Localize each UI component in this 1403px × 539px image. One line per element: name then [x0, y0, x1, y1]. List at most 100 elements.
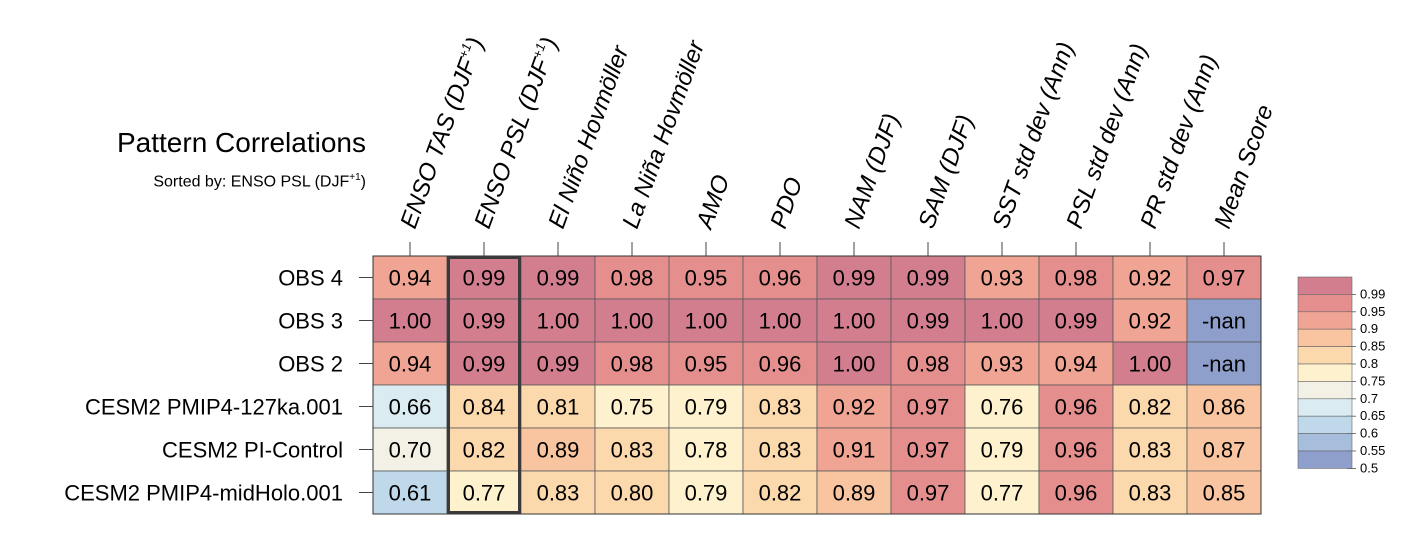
cell-value: 0.93	[981, 352, 1024, 377]
column-label-text: NAM (DJF)	[839, 110, 905, 232]
heatmap-cell	[520, 341, 596, 386]
colorbar-box	[1297, 398, 1353, 417]
colorbar-box	[1297, 328, 1353, 347]
column-label-text: PSL std dev (Ann)	[1061, 40, 1153, 232]
cell-value: 0.85	[1203, 481, 1246, 506]
heatmap-cell	[1186, 341, 1262, 386]
cell-value: 0.83	[1129, 481, 1172, 506]
heatmap-cell	[1038, 255, 1114, 300]
cell-value: 0.98	[611, 352, 654, 377]
heatmap-cell	[742, 298, 818, 343]
cell-value: 1.00	[833, 352, 876, 377]
cell-value: 0.99	[833, 266, 876, 291]
cell-value: 0.82	[1129, 395, 1172, 420]
heatmap-cell	[520, 427, 596, 472]
column-label: SST std dev (Ann)	[987, 39, 1079, 232]
colorbar-label: 0.95	[1360, 304, 1385, 319]
cell-value: 0.86	[1203, 395, 1246, 420]
cell-value: 0.91	[833, 438, 876, 463]
heatmap-cell	[594, 427, 670, 472]
heatmap-cell	[964, 341, 1040, 386]
heatmap-cell	[1038, 298, 1114, 343]
cell-value: 0.99	[463, 266, 506, 291]
cell-value: 0.94	[389, 266, 432, 291]
heatmap-cell	[1038, 341, 1114, 386]
colorbar-label: 0.9	[1360, 321, 1378, 336]
cell-value: 0.97	[907, 481, 950, 506]
cell-value: 0.99	[907, 266, 950, 291]
cell-value: 0.99	[1055, 309, 1098, 334]
column-label: La Niña Hovmöller	[617, 36, 710, 232]
cell-value: 0.83	[611, 438, 654, 463]
row-label: OBS 2	[278, 352, 343, 377]
cell-value: 0.92	[1129, 266, 1172, 291]
colorbar-label: 0.99	[1360, 286, 1385, 301]
cell-value: 0.77	[981, 481, 1024, 506]
heatmap-cell	[446, 341, 522, 386]
colorbar-label: 0.65	[1360, 408, 1385, 423]
heatmap-cell	[816, 341, 892, 386]
column-label-text: La Niña Hovmöller	[617, 36, 710, 232]
cell-value: 0.75	[611, 395, 654, 420]
heatmap-cell	[890, 341, 966, 386]
cell-value: 0.83	[759, 395, 802, 420]
cell-value: 0.89	[833, 481, 876, 506]
row-label: CESM2 PI-Control	[162, 438, 343, 463]
cell-value: 0.92	[833, 395, 876, 420]
cell-value: 0.70	[389, 438, 432, 463]
cell-value: 0.77	[463, 481, 506, 506]
cell-value: 0.96	[1055, 481, 1098, 506]
heatmap-cell	[890, 255, 966, 300]
heatmap-cell	[668, 470, 744, 515]
cell-value: 0.79	[685, 481, 728, 506]
heatmap-cell	[964, 427, 1040, 472]
column-label-text: Mean Score	[1209, 101, 1279, 232]
colorbar-label: 0.5	[1360, 460, 1378, 475]
cell-value: 0.99	[537, 266, 580, 291]
colorbar-box	[1297, 276, 1353, 295]
heatmap-cell	[446, 427, 522, 472]
colorbar-label: 0.85	[1360, 339, 1385, 354]
cell-value: 1.00	[759, 309, 802, 334]
column-label: NAM (DJF)	[839, 110, 905, 232]
colorbar-label: 0.8	[1360, 356, 1378, 371]
cell-value: -nan	[1202, 309, 1246, 334]
cell-value: 0.76	[981, 395, 1024, 420]
cell-value: 0.98	[907, 352, 950, 377]
colorbar-label: 0.75	[1360, 373, 1385, 388]
cell-value: 1.00	[611, 309, 654, 334]
heatmap-cell	[1186, 470, 1262, 515]
column-label-text: SST std dev (Ann)	[987, 39, 1079, 232]
row-label: OBS 3	[278, 309, 343, 334]
cell-value: 0.98	[611, 266, 654, 291]
colorbar-label: 0.7	[1360, 391, 1378, 406]
cell-value: 0.96	[1055, 438, 1098, 463]
cell-value: 0.61	[389, 481, 432, 506]
heatmap-cell	[890, 470, 966, 515]
cell-value: 0.97	[1203, 266, 1246, 291]
heatmap-cell	[372, 298, 448, 343]
column-label-text: El Niño Hovmöller	[543, 41, 634, 232]
cell-value: 1.00	[685, 309, 728, 334]
cell-value: 0.92	[1129, 309, 1172, 334]
column-label: AMO	[691, 171, 736, 233]
cell-value: 0.99	[463, 309, 506, 334]
heatmap-cell	[1186, 427, 1262, 472]
cell-value: 0.99	[463, 352, 506, 377]
colorbar-box	[1297, 363, 1353, 382]
chart-title: Pattern Correlations	[116, 127, 366, 158]
cell-value: 0.78	[685, 438, 728, 463]
cell-value: 0.79	[981, 438, 1024, 463]
cell-value: 1.00	[981, 309, 1024, 334]
cell-value: 0.83	[1129, 438, 1172, 463]
cell-value: 1.00	[537, 309, 580, 334]
column-label: ENSO TAS (DJF+1)	[394, 34, 489, 233]
cell-value: 0.94	[389, 352, 432, 377]
colorbar-box	[1297, 346, 1353, 365]
subtitle-superscript: +1	[349, 172, 361, 183]
heatmap-cell	[594, 341, 670, 386]
colorbar-box	[1297, 311, 1353, 330]
colorbar-box	[1297, 415, 1353, 434]
subtitle-text: Sorted by: ENSO PSL (DJF	[153, 173, 350, 191]
